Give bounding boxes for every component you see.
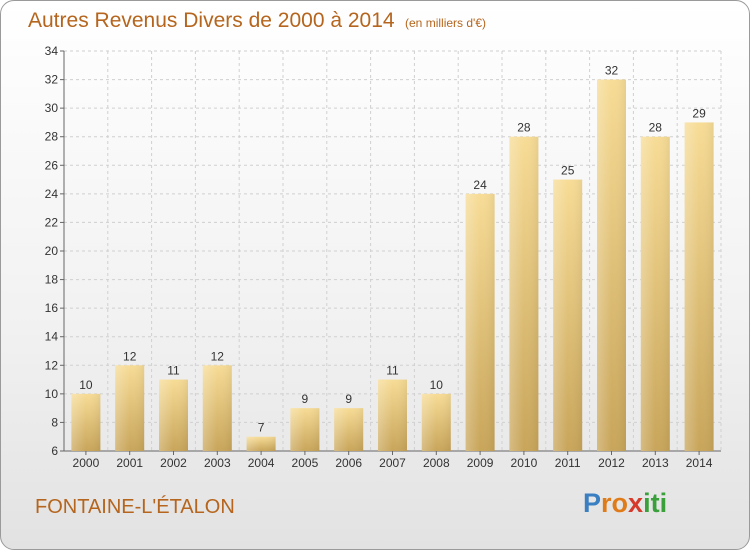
x-tick-label: 2005	[292, 456, 319, 470]
data-label: 7	[258, 421, 265, 435]
commune-name: FONTAINE-L'ÉTALON	[35, 496, 235, 518]
x-tick-label: 2008	[423, 456, 450, 470]
y-tick-label: 18	[45, 273, 59, 287]
logo-letter: i	[659, 488, 668, 518]
data-label: 10	[430, 378, 444, 392]
axes: 6 8 10 12 14 16 18 20 22 24 26 28 30 32 34 2000 2001 2002…	[45, 44, 721, 470]
x-tick-label: 2013	[642, 456, 669, 470]
bar-shine	[246, 436, 276, 451]
bar-shine	[378, 379, 407, 451]
y-tick-label: 32	[45, 73, 59, 87]
data-label: 11	[167, 364, 180, 378]
data-label: 25	[561, 164, 575, 178]
logo-letter: x	[628, 488, 644, 518]
x-tick-label: 2001	[116, 456, 143, 470]
x-tick-label: 2009	[467, 456, 494, 470]
x-tick-label: 2011	[555, 456, 581, 470]
y-tick-label: 34	[45, 44, 59, 58]
x-tick-label: 2012	[598, 456, 625, 470]
x-tick-label: 2004	[248, 456, 275, 470]
x-tick-label: 2006	[335, 456, 362, 470]
data-label: 12	[211, 349, 225, 363]
y-tick-label: 8	[51, 415, 58, 429]
data-label: 9	[302, 392, 309, 406]
data-label: 32	[605, 64, 619, 78]
x-tick-label: 2002	[160, 456, 187, 470]
y-tick-label: 14	[45, 330, 59, 344]
bar-shine	[465, 193, 495, 451]
logo-letter: r	[601, 488, 612, 518]
bar-shine	[334, 408, 364, 451]
x-tick-label: 2010	[511, 456, 538, 470]
y-tick-label: 30	[45, 101, 59, 115]
y-tick-label: 26	[45, 158, 59, 172]
chart-title: Autres Revenus Divers de 2000 à 2014	[28, 9, 395, 32]
data-label: 24	[473, 178, 487, 192]
y-tick-label: 28	[45, 130, 59, 144]
bar-shine	[421, 393, 451, 451]
x-tick-label: 2003	[204, 456, 231, 470]
y-tick-label: 6	[51, 444, 58, 458]
bar-shine	[290, 408, 320, 451]
y-tick-label: 22	[45, 215, 59, 229]
data-label: 29	[692, 106, 706, 120]
data-label: 9	[345, 392, 352, 406]
bar-shine	[159, 379, 188, 451]
logo-letter: o	[611, 488, 629, 518]
bar-shine	[509, 136, 539, 451]
y-tick-label: 10	[45, 387, 59, 401]
data-label: 10	[79, 378, 93, 392]
bar-shine	[684, 122, 714, 451]
data-label: 28	[649, 121, 663, 135]
bar-shine	[553, 179, 583, 452]
bar-shine	[115, 365, 145, 451]
x-tick-label: 2000	[73, 456, 100, 470]
y-tick-label: 24	[45, 187, 59, 201]
bar-shine	[202, 365, 232, 451]
logo-letter: P	[583, 488, 602, 518]
logo-letter: i	[643, 488, 651, 518]
x-tick-label: 2014	[686, 456, 713, 470]
y-tick-label: 12	[45, 358, 59, 372]
data-label: 11	[386, 364, 399, 378]
bar-shine	[640, 136, 670, 451]
x-tick-label: 2007	[379, 456, 406, 470]
logo-letter: t	[650, 488, 660, 518]
chart-title-row: Autres Revenus Divers de 2000 à 2014 (en…	[28, 9, 486, 33]
data-labels: 10 12 11 12 7 9 9 11 10 24 28 25 32 28 29	[79, 64, 706, 435]
proxiti-logo: Proxiti	[583, 488, 667, 519]
data-label: 28	[517, 121, 531, 135]
bars	[71, 79, 714, 452]
y-tick-label: 16	[45, 301, 59, 315]
bar-shine	[597, 79, 626, 452]
chart-subtitle: (en milliers d'€)	[405, 16, 486, 30]
data-label: 12	[123, 349, 137, 363]
bar-shine	[71, 393, 101, 451]
y-tick-label: 20	[45, 244, 59, 258]
